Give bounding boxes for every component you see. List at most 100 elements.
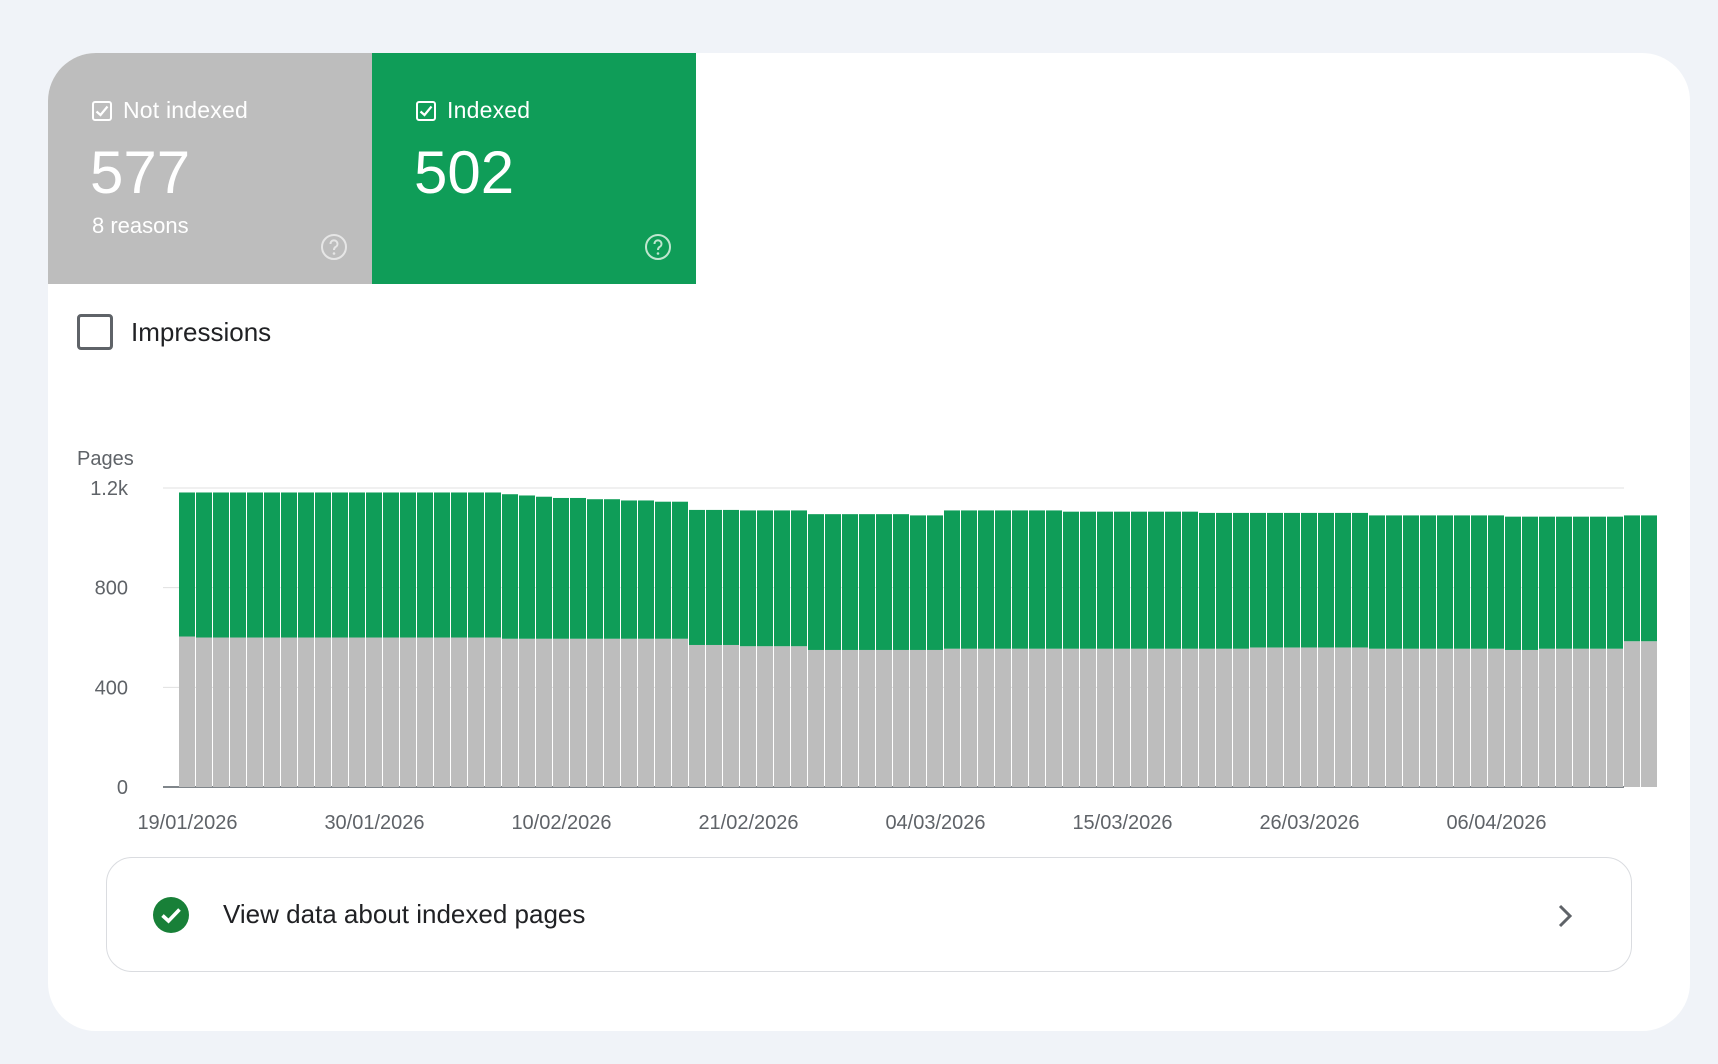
- bar-indexed[interactable]: [1233, 512, 1249, 649]
- bar-not-indexed[interactable]: [1539, 648, 1555, 787]
- bar-indexed[interactable]: [1063, 511, 1079, 649]
- bar-not-indexed[interactable]: [1522, 649, 1538, 787]
- bar-not-indexed[interactable]: [587, 638, 603, 787]
- bar-indexed[interactable]: [1522, 516, 1538, 650]
- bar-indexed[interactable]: [315, 492, 331, 638]
- bar-indexed[interactable]: [1250, 512, 1266, 648]
- bar-indexed[interactable]: [451, 492, 467, 638]
- bar-not-indexed[interactable]: [281, 637, 297, 788]
- bar-not-indexed[interactable]: [1335, 647, 1351, 787]
- bar-not-indexed[interactable]: [196, 637, 212, 788]
- not-indexed-tile[interactable]: Not indexed 577 8 reasons: [48, 53, 372, 284]
- bar-indexed[interactable]: [502, 494, 518, 639]
- bar-not-indexed[interactable]: [1624, 641, 1640, 787]
- bar-not-indexed[interactable]: [893, 649, 909, 787]
- bar-indexed[interactable]: [1148, 511, 1164, 649]
- bar-indexed[interactable]: [978, 510, 994, 649]
- bar-not-indexed[interactable]: [1403, 648, 1419, 787]
- bar-indexed[interactable]: [281, 492, 297, 638]
- bar-indexed[interactable]: [349, 492, 365, 638]
- bar-not-indexed[interactable]: [638, 638, 654, 787]
- bar-indexed[interactable]: [213, 492, 229, 638]
- bar-indexed[interactable]: [859, 514, 875, 650]
- bar-not-indexed[interactable]: [1488, 648, 1504, 787]
- bar-indexed[interactable]: [893, 514, 909, 650]
- bar-indexed[interactable]: [1488, 515, 1504, 649]
- bar-not-indexed[interactable]: [1437, 648, 1453, 787]
- help-icon[interactable]: [320, 233, 348, 261]
- bar-not-indexed[interactable]: [1641, 641, 1657, 787]
- bar-not-indexed[interactable]: [247, 637, 263, 788]
- bar-not-indexed[interactable]: [689, 644, 705, 787]
- bar-not-indexed[interactable]: [876, 649, 892, 787]
- bar-indexed[interactable]: [1420, 515, 1436, 649]
- bar-indexed[interactable]: [995, 510, 1011, 649]
- bar-not-indexed[interactable]: [485, 637, 501, 788]
- bar-indexed[interactable]: [1352, 512, 1368, 648]
- bar-indexed[interactable]: [808, 514, 824, 650]
- bar-indexed[interactable]: [706, 509, 722, 645]
- bar-not-indexed[interactable]: [672, 638, 688, 787]
- bar-not-indexed[interactable]: [621, 638, 637, 787]
- bar-indexed[interactable]: [1403, 515, 1419, 649]
- bar-not-indexed[interactable]: [995, 648, 1011, 787]
- bar-not-indexed[interactable]: [1199, 648, 1215, 787]
- bar-indexed[interactable]: [1454, 515, 1470, 649]
- bar-indexed[interactable]: [638, 500, 654, 639]
- bar-not-indexed[interactable]: [536, 638, 552, 787]
- bar-indexed[interactable]: [485, 492, 501, 638]
- bar-not-indexed[interactable]: [1233, 648, 1249, 787]
- bar-not-indexed[interactable]: [1131, 648, 1147, 787]
- bar-indexed[interactable]: [1131, 511, 1147, 649]
- bar-indexed[interactable]: [757, 510, 773, 647]
- bar-indexed[interactable]: [1471, 515, 1487, 649]
- bar-not-indexed[interactable]: [1148, 648, 1164, 787]
- bar-not-indexed[interactable]: [1029, 648, 1045, 787]
- bar-not-indexed[interactable]: [774, 646, 790, 787]
- bar-indexed[interactable]: [400, 492, 416, 638]
- bar-not-indexed[interactable]: [553, 638, 569, 787]
- bar-indexed[interactable]: [230, 492, 246, 638]
- bar-not-indexed[interactable]: [1097, 648, 1113, 787]
- bar-indexed[interactable]: [723, 509, 739, 645]
- bar-not-indexed[interactable]: [808, 649, 824, 787]
- bar-indexed[interactable]: [1029, 510, 1045, 649]
- bar-indexed[interactable]: [417, 492, 433, 638]
- help-icon[interactable]: [644, 233, 672, 261]
- bar-indexed[interactable]: [604, 499, 620, 639]
- bar-indexed[interactable]: [825, 514, 841, 650]
- bar-not-indexed[interactable]: [859, 649, 875, 787]
- bar-not-indexed[interactable]: [298, 637, 314, 788]
- bar-indexed[interactable]: [519, 495, 535, 639]
- bar-not-indexed[interactable]: [1573, 648, 1589, 787]
- bar-not-indexed[interactable]: [944, 648, 960, 787]
- bar-indexed[interactable]: [1590, 516, 1606, 649]
- bar-not-indexed[interactable]: [1114, 648, 1130, 787]
- bar-not-indexed[interactable]: [434, 637, 450, 788]
- bar-not-indexed[interactable]: [1046, 648, 1062, 787]
- impressions-toggle[interactable]: Impressions: [77, 314, 271, 350]
- checkbox-checked-icon[interactable]: [92, 100, 112, 121]
- bar-not-indexed[interactable]: [366, 637, 382, 788]
- bar-indexed[interactable]: [1335, 512, 1351, 648]
- bar-not-indexed[interactable]: [910, 649, 926, 787]
- bar-not-indexed[interactable]: [927, 649, 943, 787]
- bar-not-indexed[interactable]: [1063, 648, 1079, 787]
- checkbox-checked-icon[interactable]: [416, 100, 436, 121]
- bar-not-indexed[interactable]: [706, 644, 722, 787]
- bar-not-indexed[interactable]: [740, 646, 756, 787]
- bar-indexed[interactable]: [536, 496, 552, 639]
- bar-indexed[interactable]: [1216, 512, 1232, 649]
- bar-indexed[interactable]: [570, 497, 586, 639]
- bar-not-indexed[interactable]: [842, 649, 858, 787]
- bar-indexed[interactable]: [1182, 511, 1198, 649]
- bar-indexed[interactable]: [1573, 516, 1589, 649]
- bar-not-indexed[interactable]: [1471, 648, 1487, 787]
- bar-not-indexed[interactable]: [1420, 648, 1436, 787]
- bar-indexed[interactable]: [587, 499, 603, 639]
- bar-indexed[interactable]: [1505, 516, 1521, 650]
- bar-not-indexed[interactable]: [1454, 648, 1470, 787]
- bar-not-indexed[interactable]: [1301, 647, 1317, 787]
- bar-indexed[interactable]: [774, 510, 790, 647]
- bar-not-indexed[interactable]: [570, 638, 586, 787]
